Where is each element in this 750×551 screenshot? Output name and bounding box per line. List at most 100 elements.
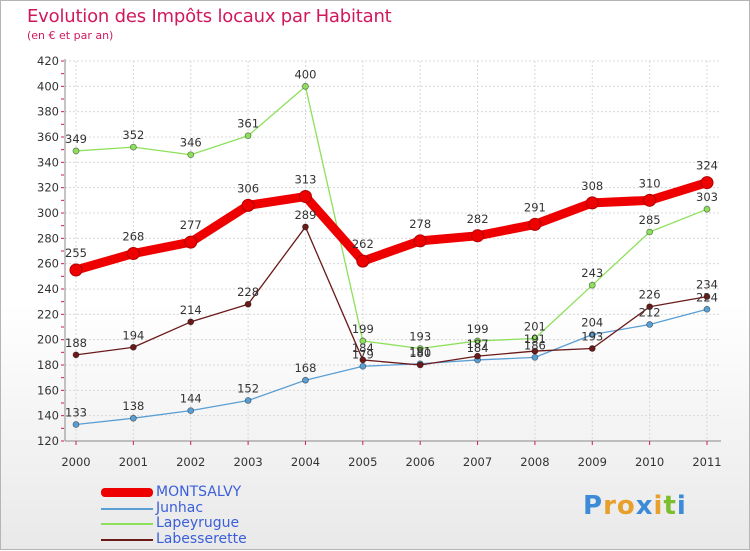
legend-label-labesserette: Labesserette [156,531,247,547]
point-labesserette [302,223,309,231]
data-label-montsalvy: 268 [122,230,144,244]
logo-letter: t [663,491,677,521]
x-tick-label: 2004 [291,455,320,469]
data-label-junhac: 179 [352,347,374,361]
point-labesserette [646,303,654,311]
point-lapeyrugue [187,151,195,159]
point-labesserette [416,361,424,369]
legend-item-junhac[interactable]: Junhac [101,500,361,517]
y-tick-label: 320 [37,181,59,195]
legend-label-montsalvy: MONTSALVY [156,484,242,500]
point-montsalvy [241,198,255,212]
point-junhac [703,305,711,313]
point-labesserette [244,300,252,308]
x-tick-label: 2003 [233,455,262,469]
data-label-labesserette: 193 [581,330,603,344]
point-lapeyrugue [531,334,539,342]
point-montsalvy [356,254,370,268]
data-label-lapeyrugue: 199 [352,322,374,336]
data-label-lapeyrugue: 361 [237,117,259,131]
logo-letter: i [653,491,664,521]
x-tick-label: 2009 [578,455,607,469]
point-junhac [244,397,252,404]
x-tick-label: 2000 [61,455,90,469]
data-label-montsalvy: 324 [696,159,718,173]
x-tick-label: 2010 [635,455,664,469]
point-montsalvy [528,217,542,231]
series-line-junhac [75,308,708,426]
y-tick-label: 240 [37,282,59,296]
data-label-montsalvy: 282 [467,212,489,226]
point-lapeyrugue [588,281,596,289]
series-line-labesserette [75,226,708,366]
y-tick-label: 360 [37,130,59,144]
y-tick-label: 400 [37,79,59,93]
point-lapeyrugue [359,337,367,345]
point-labesserette [588,345,596,352]
series-line-lapeyrugue [75,85,708,350]
data-label-lapeyrugue: 352 [122,128,144,142]
point-junhac [129,414,137,422]
data-label-labesserette: 180 [409,346,431,360]
logo-letter: P [583,491,604,521]
data-label-montsalvy: 313 [294,173,316,187]
data-label-lapeyrugue: 349 [65,132,87,146]
data-label-labesserette: 226 [639,288,661,302]
point-labesserette [72,351,80,359]
point-montsalvy [700,176,714,190]
logo-letter: x [635,491,654,521]
y-tick-label: 280 [37,231,59,245]
data-label-labesserette: 214 [180,303,202,317]
data-label-junhac: 138 [122,399,144,413]
point-junhac [72,421,80,428]
logo-letter: o [616,491,636,521]
legend-label-junhac: Junhac [156,500,204,516]
data-label-montsalvy: 277 [180,218,202,232]
data-label-labesserette: 234 [696,278,718,292]
legend-swatch-labesserette [101,539,153,541]
data-label-labesserette: 191 [524,332,546,346]
data-label-lapeyrugue: 199 [467,322,489,336]
x-tick-label: 2008 [520,455,549,469]
point-junhac [359,362,367,370]
y-tick-label: 420 [37,54,59,68]
proxiti-logo: Proxiti [583,491,687,521]
data-label-junhac: 181 [409,345,431,359]
point-labesserette [129,343,137,351]
data-label-junhac: 204 [581,316,603,330]
data-label-labesserette: 228 [237,285,259,299]
legend-swatch-montsalvy [101,488,153,497]
point-lapeyrugue [129,143,137,151]
x-tick-label: 2006 [406,455,435,469]
legend-item-labesserette[interactable]: Labesserette [101,531,361,548]
x-tick-label: 2011 [692,455,721,469]
x-tick-label: 2005 [348,455,377,469]
point-labesserette [531,347,539,355]
x-tick-label: 2002 [176,455,205,469]
y-tick-label: 120 [37,434,59,448]
point-labesserette [703,293,711,301]
data-label-junhac: 224 [696,290,718,304]
data-label-lapeyrugue: 243 [581,266,603,280]
y-tick-label: 260 [37,257,59,271]
data-label-labesserette: 289 [294,208,316,222]
data-label-labesserette: 187 [467,337,489,351]
point-montsalvy [69,263,83,277]
legend-item-montsalvy[interactable]: MONTSALVY [101,484,361,501]
data-label-junhac: 133 [65,406,87,420]
data-label-labesserette: 184 [352,341,374,355]
data-label-junhac: 212 [639,305,661,319]
y-tick-label: 300 [37,206,59,220]
series-line-montsalvy [71,178,712,275]
x-tick-label: 2007 [463,455,492,469]
y-tick-label: 220 [37,307,59,321]
point-lapeyrugue [416,345,424,352]
chart-title: Evolution des Impôts locaux par Habitant [27,6,392,27]
point-lapeyrugue [244,132,252,140]
data-label-labesserette: 188 [65,336,87,350]
data-label-lapeyrugue: 193 [409,330,431,344]
data-label-montsalvy: 306 [237,181,259,195]
legend-item-lapeyrugue[interactable]: Lapeyrugue [101,515,361,532]
